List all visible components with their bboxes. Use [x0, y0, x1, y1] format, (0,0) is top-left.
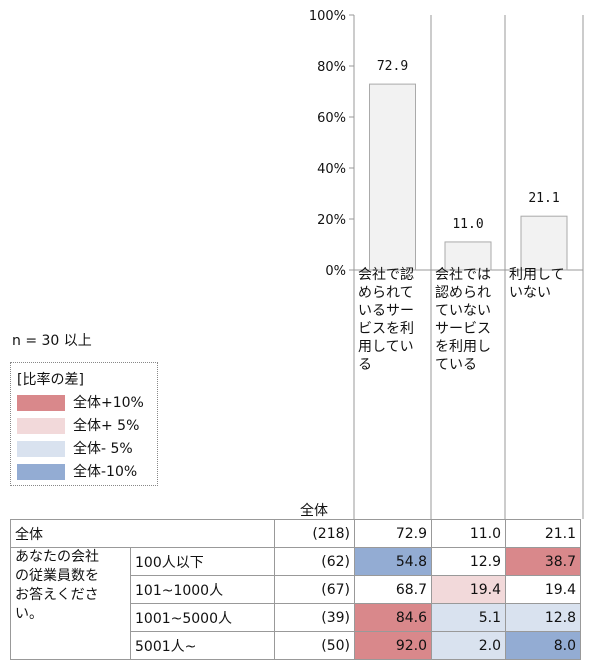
- legend-label: 全体- 5%: [73, 441, 133, 457]
- legend-swatch: [17, 418, 65, 434]
- legend-item: 全体+10%: [17, 393, 157, 413]
- legend-title: [比率の差]: [17, 372, 84, 388]
- category-header-0: 会社で認 められて いるサー ビスを利 用してい る: [358, 267, 414, 373]
- value-cell: 38.7: [505, 547, 581, 576]
- table-row: 5001人~ (50) 92.0 2.0 8.0: [11, 631, 581, 660]
- y-tick-label: 0%: [325, 264, 346, 279]
- legend: [比率の差] 全体+10% 全体+ 5% 全体- 5% 全体-10%: [10, 362, 158, 486]
- legend-item: 全体- 5%: [17, 439, 157, 459]
- row-label: 101~1000人: [130, 575, 275, 604]
- value-cell: 12.8: [505, 603, 581, 632]
- value-cell: 5.1: [431, 603, 506, 632]
- value-cell: 2.0: [431, 631, 506, 660]
- value-cell: 21.1: [505, 519, 581, 548]
- value-cell: 54.8: [354, 547, 432, 576]
- category-header-1: 会社では 認められ ていない サービス を利用し ている: [435, 267, 491, 373]
- legend-item: 全体+ 5%: [17, 416, 157, 436]
- row-label: 5001人~: [130, 631, 275, 660]
- y-tick-label: 80%: [317, 60, 346, 75]
- table-row-total: 全体 (218) 72.9 11.0 21.1: [10, 519, 581, 548]
- crosstab-table: 全体 (218) 72.9 11.0 21.1 あなたの会社 の従業員数を お答…: [10, 519, 581, 660]
- y-tick-label: 60%: [317, 111, 346, 126]
- group-label: あなたの会社 の従業員数を お答えくださ い。: [10, 547, 131, 660]
- value-cell: 11.0: [431, 519, 506, 548]
- y-tick-label: 40%: [317, 162, 346, 177]
- bar-value-label: 11.0: [452, 217, 483, 232]
- legend-label: 全体+10%: [73, 395, 144, 411]
- n-cell: (67): [274, 575, 355, 604]
- legend-item: 全体-10%: [17, 462, 157, 482]
- row-label: 100人以下: [130, 547, 275, 576]
- legend-swatch: [17, 464, 65, 480]
- value-cell: 92.0: [354, 631, 432, 660]
- row-label: 全体: [10, 519, 275, 548]
- value-cell: 84.6: [354, 603, 432, 632]
- n-cell: (39): [274, 603, 355, 632]
- value-cell: 12.9: [431, 547, 506, 576]
- value-cell: 19.4: [505, 575, 581, 604]
- bar: [520, 215, 568, 271]
- bar: [369, 83, 416, 271]
- y-tick-label: 100%: [309, 9, 346, 24]
- legend-label: 全体-10%: [73, 464, 138, 480]
- n-cell: (62): [274, 547, 355, 576]
- n-cell: (218): [274, 519, 355, 548]
- bar: [444, 241, 492, 271]
- table-row: 1001~5000人 (39) 84.6 5.1 12.8: [11, 603, 581, 632]
- bar-value-label: 72.9: [377, 59, 408, 74]
- legend-swatch: [17, 395, 65, 411]
- table-row: あなたの会社 の従業員数を お答えくださ い。 100人以下 (62) 54.8…: [10, 547, 581, 660]
- value-cell: 19.4: [431, 575, 506, 604]
- value-cell: 8.0: [505, 631, 581, 660]
- bar-value-label: 21.1: [528, 191, 559, 206]
- value-cell: 68.7: [354, 575, 432, 604]
- n-cell: (50): [274, 631, 355, 660]
- row-label: 1001~5000人: [130, 603, 275, 632]
- total-column-header: 全体: [300, 503, 328, 519]
- legend-swatch: [17, 441, 65, 457]
- legend-label: 全体+ 5%: [73, 418, 140, 434]
- y-tick-label: 20%: [317, 213, 346, 228]
- category-header-2: 利用して いない: [509, 267, 565, 301]
- value-cell: 72.9: [354, 519, 432, 548]
- sample-size-label: n = 30 以上: [12, 333, 92, 349]
